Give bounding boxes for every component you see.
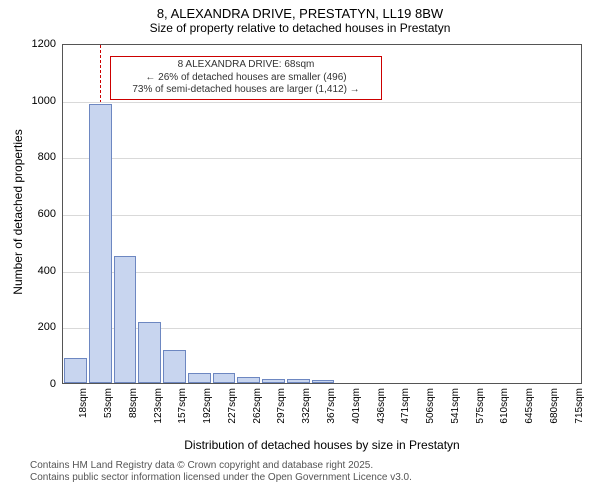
x-tick-label: 715sqm <box>574 388 585 428</box>
y-tick-label: 800 <box>16 151 56 163</box>
x-tick-label: 18sqm <box>78 388 89 428</box>
x-tick-label: 88sqm <box>128 388 139 428</box>
x-tick-label: 401sqm <box>351 388 362 428</box>
y-tick-label: 1000 <box>16 95 56 107</box>
annotation-box: 8 ALEXANDRA DRIVE: 68sqm ← 26% of detach… <box>110 56 382 100</box>
annotation-line-2: ← 26% of detached houses are smaller (49… <box>115 72 377 85</box>
gridline <box>63 158 581 159</box>
bar <box>213 373 236 383</box>
bar <box>188 373 211 383</box>
y-tick-label: 600 <box>16 208 56 220</box>
x-tick-label: 575sqm <box>475 388 486 428</box>
bar <box>262 379 285 383</box>
footer-line-2: Contains public sector information licen… <box>30 472 412 484</box>
x-tick-labels: 18sqm 53sqm 88sqm 123sqm 157sqm 192sqm 227sqm 2… <box>62 388 582 434</box>
chart-subtitle: Size of property relative to detached ho… <box>0 21 600 39</box>
bar <box>114 256 137 384</box>
chart-container: 8, ALEXANDRA DRIVE, PRESTATYN, LL19 8BW … <box>0 0 600 500</box>
x-tick-label: 53sqm <box>103 388 114 428</box>
x-tick-label: 297sqm <box>276 388 287 428</box>
gridline <box>63 272 581 273</box>
bar <box>287 379 310 383</box>
bar <box>237 377 260 383</box>
y-tick-label: 0 <box>16 378 56 390</box>
x-tick-label: 123sqm <box>153 388 164 428</box>
x-tick-label: 645sqm <box>524 388 535 428</box>
annotation-line-3: 73% of semi-detached houses are larger (… <box>115 84 377 97</box>
bar <box>138 322 161 383</box>
x-tick-label: 367sqm <box>326 388 337 428</box>
x-tick-label: 680sqm <box>549 388 560 428</box>
footer-line-1: Contains HM Land Registry data © Crown c… <box>30 460 412 472</box>
gridline <box>63 102 581 103</box>
bar <box>64 358 87 384</box>
bar <box>89 104 112 383</box>
x-tick-label: 541sqm <box>450 388 461 428</box>
x-tick-label: 436sqm <box>376 388 387 428</box>
chart-title: 8, ALEXANDRA DRIVE, PRESTATYN, LL19 8BW <box>0 0 600 21</box>
x-tick-label: 506sqm <box>425 388 436 428</box>
x-tick-label: 157sqm <box>177 388 188 428</box>
y-tick-label: 200 <box>16 321 56 333</box>
x-tick-label: 610sqm <box>499 388 510 428</box>
bar <box>163 350 186 383</box>
gridline <box>63 215 581 216</box>
y-tick-labels: 020040060080010001200 <box>0 44 62 384</box>
x-axis-label: Distribution of detached houses by size … <box>62 438 582 452</box>
bar <box>312 380 335 383</box>
x-tick-label: 262sqm <box>252 388 263 428</box>
y-tick-label: 400 <box>16 265 56 277</box>
footer-attribution: Contains HM Land Registry data © Crown c… <box>30 460 412 484</box>
x-tick-label: 471sqm <box>400 388 411 428</box>
x-tick-label: 332sqm <box>301 388 312 428</box>
annotation-line-1: 8 ALEXANDRA DRIVE: 68sqm <box>115 59 377 72</box>
x-tick-label: 227sqm <box>227 388 238 428</box>
x-tick-label: 192sqm <box>202 388 213 428</box>
y-tick-label: 1200 <box>16 38 56 50</box>
